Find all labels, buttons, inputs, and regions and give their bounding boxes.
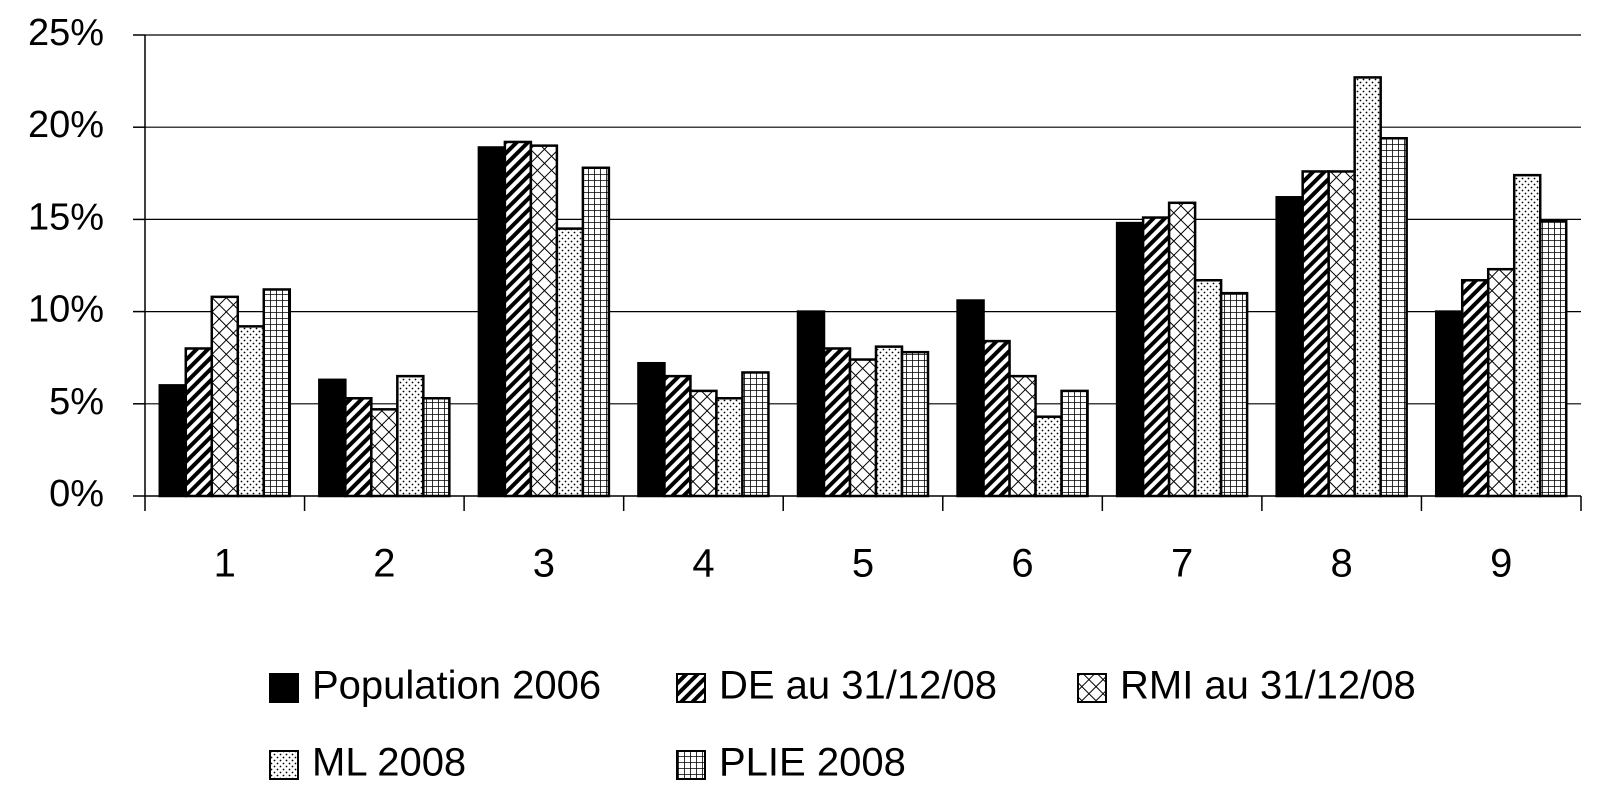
bar	[741, 371, 770, 498]
x-tick-label: 9	[1490, 542, 1512, 586]
bar	[370, 408, 399, 498]
bar	[637, 361, 666, 498]
bar	[1219, 291, 1249, 498]
x-tick-label: 2	[373, 542, 395, 586]
bar	[715, 397, 744, 498]
bar	[1008, 374, 1037, 498]
bar	[236, 325, 266, 498]
bar	[1486, 267, 1516, 498]
x-tick-label: 1	[214, 542, 236, 586]
bar	[900, 350, 930, 498]
y-tick-label: 15%	[28, 196, 104, 238]
legend-label: Population 2006	[312, 664, 601, 708]
bar	[1538, 219, 1568, 498]
y-tick-label: 0%	[49, 473, 104, 515]
x-tick-label: 6	[1011, 542, 1033, 586]
legend-swatch	[676, 750, 706, 780]
y-tick-label: 5%	[49, 381, 104, 423]
bar	[874, 345, 904, 498]
bar	[1141, 216, 1171, 498]
bar	[477, 146, 507, 498]
bar	[581, 166, 611, 498]
bar	[1512, 173, 1542, 498]
bar	[1060, 389, 1089, 498]
legend-swatch	[676, 673, 706, 703]
x-tick-label: 3	[533, 542, 555, 586]
bar	[1275, 196, 1304, 498]
bar	[1034, 415, 1063, 498]
bar	[1193, 279, 1223, 498]
bar	[1301, 170, 1330, 498]
x-tick-label: 8	[1331, 542, 1353, 586]
bar	[956, 299, 985, 498]
bar	[663, 374, 692, 498]
bar	[1434, 310, 1464, 498]
bar	[318, 378, 347, 498]
bar	[529, 144, 559, 498]
bar	[396, 374, 425, 498]
x-tick-label: 7	[1171, 542, 1193, 586]
bar	[796, 310, 826, 498]
legend-label: ML 2008	[312, 741, 466, 785]
bar	[1167, 201, 1197, 498]
bar	[344, 397, 373, 498]
x-tick-label: 5	[852, 542, 874, 586]
bar	[262, 288, 292, 498]
legend-swatch	[1077, 673, 1107, 703]
bar	[158, 384, 188, 498]
legend-label: RMI au 31/12/08	[1120, 664, 1416, 708]
y-tick-label: 20%	[28, 104, 104, 146]
bar	[184, 347, 214, 498]
bar	[210, 295, 240, 498]
y-tick-label: 10%	[28, 289, 104, 331]
bar	[1460, 279, 1490, 498]
bar	[1379, 137, 1408, 498]
bar	[503, 140, 533, 498]
bar	[422, 397, 451, 498]
legend-label: PLIE 2008	[719, 741, 906, 785]
y-tick-label: 25%	[28, 12, 104, 54]
legend-swatch	[269, 750, 299, 780]
bar	[982, 339, 1011, 498]
bar	[1327, 170, 1356, 498]
bar	[689, 389, 718, 498]
bar	[822, 347, 852, 498]
bar	[555, 227, 585, 498]
bar	[848, 358, 878, 498]
legend-swatch	[269, 673, 299, 703]
bar	[1353, 76, 1382, 498]
bar	[1115, 221, 1145, 498]
legend-label: DE au 31/12/08	[719, 664, 997, 708]
x-tick-label: 4	[692, 542, 714, 586]
